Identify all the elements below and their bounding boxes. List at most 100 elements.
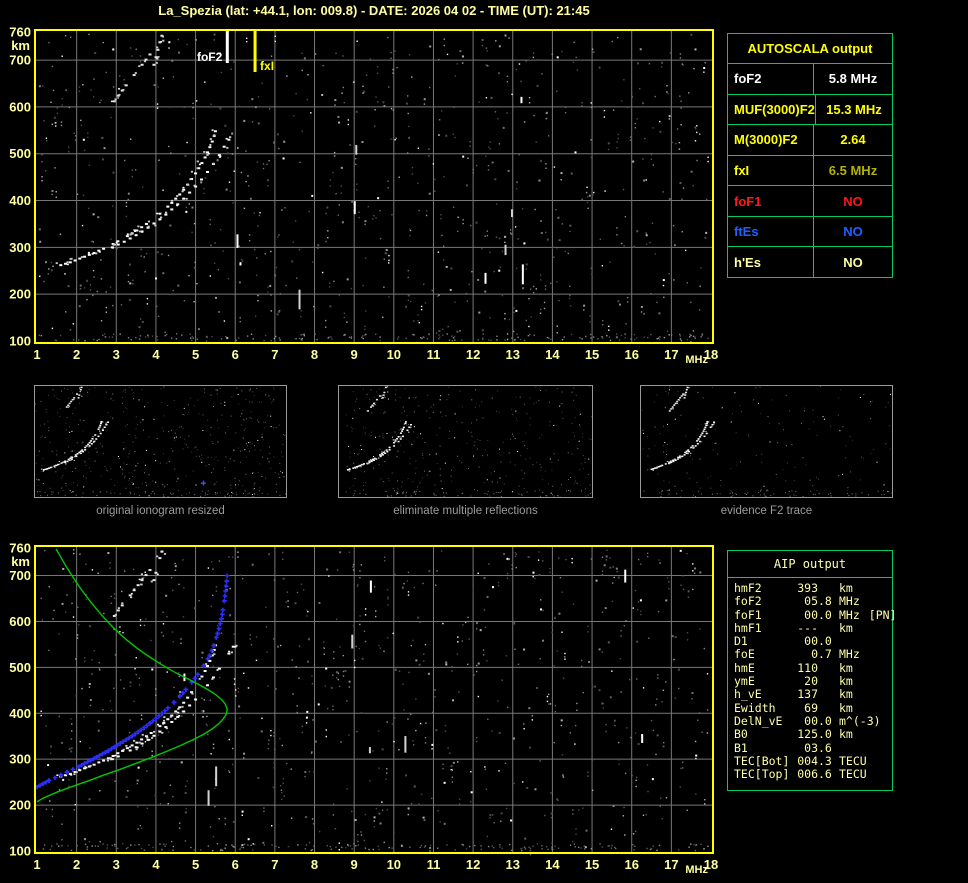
parameter-value-fraction: .3 <box>818 753 832 768</box>
svg-text:11: 11 <box>427 857 441 872</box>
svg-text:3: 3 <box>113 857 120 872</box>
series-F2-trace-ordinary <box>56 644 217 778</box>
parameter-value-fraction: .0 <box>818 634 832 649</box>
svg-text:100: 100 <box>9 334 31 349</box>
parameter-value: 110 <box>797 660 818 675</box>
parameter-value-fraction <box>818 675 833 688</box>
svg-text:7: 7 <box>271 857 278 872</box>
parameter-label: h'Es <box>728 247 814 278</box>
parameter-label: DelN_vE <box>734 713 783 728</box>
svg-text:500: 500 <box>9 146 31 161</box>
parameter-value: 00 <box>804 607 818 622</box>
parameter-unit: km <box>839 727 853 742</box>
svg-text:16: 16 <box>624 347 638 362</box>
svg-text:17: 17 <box>664 857 678 872</box>
autoscala-row-foF2: foF2 5.8 MHz <box>728 64 892 95</box>
thumbnail-2 <box>338 385 593 498</box>
svg-text:10: 10 <box>387 857 401 872</box>
parameter-value: --- <box>797 620 818 635</box>
series-F2-trace-extraordinary <box>110 136 232 249</box>
parameter-unit: km <box>839 674 853 689</box>
aip-row-hmF2: hmF2 393 km <box>734 581 892 595</box>
svg-text:16: 16 <box>624 857 638 872</box>
page-title: La_Spezia (lat: +44.1, lon: 009.8) - DAT… <box>158 3 590 18</box>
parameter-value: NO <box>843 224 863 240</box>
svg-text:3: 3 <box>113 347 120 362</box>
autoscala-row-foF1: foF1 NO <box>728 186 892 217</box>
aip-row-hmE: hmE 110 km <box>734 660 892 675</box>
parameter-value-fraction <box>818 662 833 675</box>
series-second-hop-echo <box>110 34 165 103</box>
parameter-value-fraction <box>818 702 833 715</box>
thumbnail-1 <box>34 385 287 498</box>
aip-table-body: hmF2 393 km foF2 05.8 MHz foF1 00.0 MHz [PN] hmF1-… <box>728 578 896 781</box>
svg-text:km: km <box>11 554 30 569</box>
aip-row-ymE: ymE 20 km <box>734 674 892 689</box>
aip-row-B1: B1 03.6 <box>734 740 892 755</box>
parameter-label: hmF1 <box>734 620 762 635</box>
marker-fxI: fxI <box>253 30 274 73</box>
svg-text:MHz: MHz <box>685 864 708 876</box>
parameter-value: NO <box>843 193 863 209</box>
parameter-unit: km <box>839 687 853 702</box>
parameter-label: foF1 <box>734 607 762 622</box>
svg-text:1: 1 <box>33 347 40 362</box>
aip-row-TEC[Top]: TEC[Top] 006.6 TECU <box>734 768 892 781</box>
noise-speckle <box>38 33 709 343</box>
svg-text:15: 15 <box>585 857 599 872</box>
parameter-flag: [PN] <box>868 607 897 622</box>
svg-text:18: 18 <box>704 347 718 362</box>
svg-text:5: 5 <box>192 857 199 872</box>
aip-row-TEC[Bot]: TEC[Bot] 004.3 TECU <box>734 753 892 768</box>
thumbnail-image-1 <box>35 386 287 498</box>
parameter-unit: km <box>839 700 853 715</box>
svg-text:MHz: MHz <box>685 354 708 366</box>
parameter-value: 2.64 <box>840 132 866 148</box>
autoscala-table-body: foF2 5.8 MHz MUF(3000)F2 15.3 MHz M(3000)F2 2… <box>728 64 892 278</box>
parameter-label: foF2 <box>734 594 762 609</box>
parameter-label: B1 <box>734 740 748 755</box>
svg-text:2: 2 <box>73 347 80 362</box>
autoscala-row-h'Es: h'Es NO <box>728 247 892 278</box>
parameter-value: 5.8 MHz <box>828 71 878 87</box>
parameter-value-fraction <box>818 622 833 635</box>
autoscala-row-M(3000)F2: M(3000)F2 2.64 <box>728 125 892 156</box>
svg-text:1: 1 <box>33 857 40 872</box>
aip-row-Ewidth: Ewidth 69 km <box>734 700 892 715</box>
autoscala-output-table: AUTOSCALA output foF2 5.8 MHz MUF(3000)F2 1… <box>727 33 893 278</box>
svg-text:500: 500 <box>9 660 31 675</box>
thumbnail-image-2 <box>345 386 593 498</box>
parameter-label: foF2 <box>728 64 814 94</box>
parameter-unit: TECU <box>839 767 867 782</box>
aip-row-foF1: foF1 00.0 MHz [PN] <box>734 607 896 622</box>
parameter-value-fraction: .0 <box>818 727 832 742</box>
parameter-unit: MHz <box>839 647 860 662</box>
parameter-unit: MHz <box>839 607 860 622</box>
parameter-value: 03 <box>804 740 818 755</box>
svg-text:12: 12 <box>466 347 480 362</box>
parameter-unit: TECU <box>839 753 867 768</box>
parameter-value: 6.5 MHz <box>828 163 878 179</box>
aip-row-D1: D1 00.0 <box>734 635 892 648</box>
svg-text:760: 760 <box>9 542 31 556</box>
parameter-unit: km <box>839 581 853 595</box>
noise-speckle <box>40 549 709 856</box>
svg-text:5: 5 <box>192 347 199 362</box>
svg-text:400: 400 <box>9 193 31 208</box>
svg-text:400: 400 <box>9 706 31 721</box>
svg-text:11: 11 <box>427 347 441 362</box>
aip-output-table: AIP output hmF2 393 km foF2 05.8 MHz foF1 00.0 M… <box>727 550 896 791</box>
parameter-value: 20 <box>804 674 818 689</box>
grid-lines <box>35 30 713 343</box>
autoscala-row-fxI: fxI 6.5 MHz <box>728 155 892 187</box>
svg-text:7: 7 <box>271 347 278 362</box>
parameter-label: foF1 <box>728 186 814 216</box>
series-F2-trace-extraordinary <box>106 644 238 762</box>
svg-text:100: 100 <box>9 844 31 859</box>
aip-row-DelN_vE: DelN_vE 00.0 m^(-3) <box>734 713 892 728</box>
autoscala-table-header: AUTOSCALA output <box>728 34 892 64</box>
